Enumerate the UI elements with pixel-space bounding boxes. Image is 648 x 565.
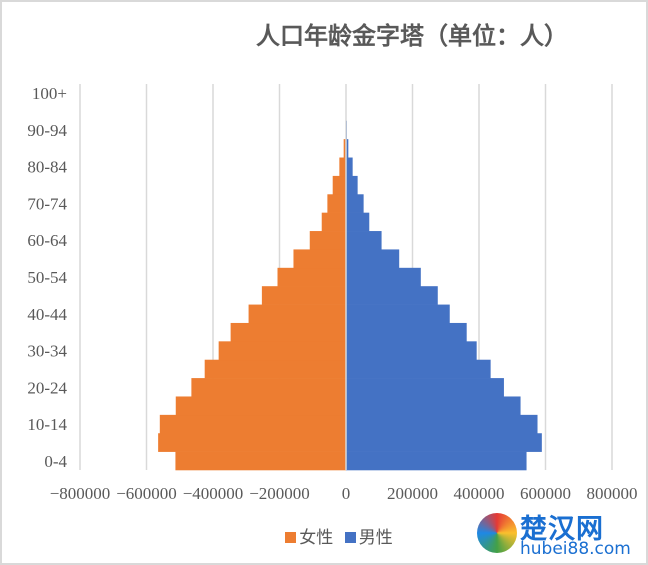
legend-swatch-male <box>344 532 356 543</box>
bar-male-45-49 <box>346 286 438 305</box>
chart-title: 人口年龄金字塔（单位：人） <box>256 21 568 50</box>
bar-female-10-14 <box>159 414 346 434</box>
x-tick-label: 400000 <box>454 484 505 503</box>
bar-male-10-14 <box>346 414 538 434</box>
bar-female-40-44 <box>248 304 346 324</box>
bar-female-85-89 <box>343 139 346 158</box>
y-tick-label: 0-4 <box>44 452 67 471</box>
y-tick-label: 40-44 <box>27 305 67 324</box>
bar-male-0-4 <box>346 451 527 471</box>
x-tick-label: 200000 <box>387 484 438 503</box>
bar-male-25-29 <box>346 359 491 379</box>
bar-female-75-79 <box>332 175 346 195</box>
bar-female-35-39 <box>230 322 346 342</box>
bar-female-60-64 <box>309 231 346 250</box>
bar-male-20-24 <box>346 378 504 397</box>
legend-label-female: 女性 <box>299 528 334 548</box>
y-tick-label: 10-14 <box>27 415 67 434</box>
y-tick-label: 60-64 <box>27 231 67 250</box>
bar-male-15-19 <box>346 396 521 416</box>
bar-male-60-64 <box>346 231 382 250</box>
legend: 女性 男性 <box>2 523 646 548</box>
y-tick-label: 100+ <box>32 84 67 103</box>
bar-male-75-79 <box>346 175 358 195</box>
bar-female-65-69 <box>321 212 346 232</box>
bar-male-70-74 <box>346 194 364 213</box>
x-tick-label: −400000 <box>183 484 244 503</box>
bar-female-70-74 <box>327 194 346 213</box>
bar-male-50-54 <box>346 267 421 287</box>
x-tick-label: −600000 <box>116 484 177 503</box>
x-tick-label: −200000 <box>249 484 310 503</box>
bar-male-80-84 <box>346 157 353 177</box>
bar-female-25-29 <box>204 359 346 379</box>
x-tick-label: −800000 <box>50 484 111 503</box>
y-tick-label: 20-24 <box>27 378 67 397</box>
watermark-cn: 楚汉网 <box>520 514 604 545</box>
bar-male-40-44 <box>346 304 450 324</box>
bar-male-30-34 <box>346 341 477 361</box>
watermark-logo-icon <box>477 513 517 553</box>
y-tick-label: 90-94 <box>27 121 67 140</box>
legend-swatch-female <box>285 532 297 543</box>
watermark: 楚汉网 hubei88.com <box>475 509 640 559</box>
bar-female-80-84 <box>339 157 346 177</box>
y-tick-label: 50-54 <box>27 268 67 287</box>
bar-male-65-69 <box>346 212 370 232</box>
legend-label-male: 男性 <box>358 528 393 548</box>
y-tick-label: 80-84 <box>27 158 67 177</box>
bar-male-5-9 <box>346 433 542 452</box>
bar-female-50-54 <box>277 267 346 287</box>
bar-male-35-39 <box>346 322 467 342</box>
bar-female-30-34 <box>218 341 346 361</box>
bar-female-0-4 <box>175 451 346 471</box>
bar-male-55-59 <box>346 249 400 269</box>
watermark-en: hubei88.com <box>520 539 631 559</box>
bar-female-20-24 <box>191 378 346 397</box>
x-tick-label: 0 <box>342 484 351 503</box>
bar-female-45-49 <box>261 286 346 305</box>
bar-male-85-89 <box>346 139 349 158</box>
y-tick-label: 30-34 <box>27 342 67 361</box>
bar-female-55-59 <box>293 249 346 269</box>
x-tick-label: 800000 <box>587 484 638 503</box>
x-tick-label: 600000 <box>520 484 571 503</box>
bar-female-15-19 <box>175 396 346 416</box>
y-tick-label: 70-74 <box>27 194 67 213</box>
bar-female-5-9 <box>158 433 346 452</box>
